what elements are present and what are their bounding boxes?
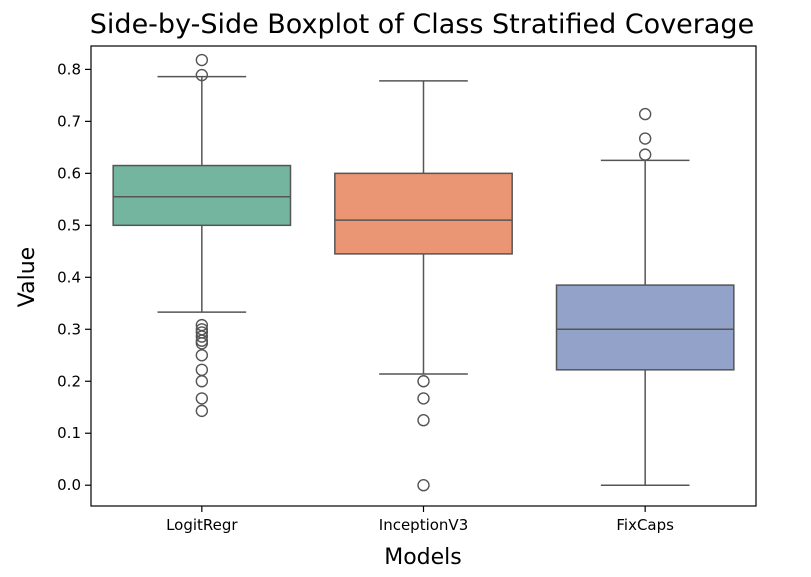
axes: 0.0 0.1 0.2 0.3 0.4 0.5 0.6 0.7 0.8 LogitRegr Ince… (57, 60, 674, 534)
box-logitregr (112, 53, 292, 418)
y-axis-label: Value (15, 247, 40, 307)
outlier-point (195, 349, 209, 362)
y-tick-label: 0.1 (57, 424, 81, 442)
x-tick-label: FixCaps (616, 516, 674, 534)
outlier-point (417, 479, 430, 492)
y-tick-label: 0.4 (57, 268, 81, 286)
outlier-point (195, 68, 209, 82)
iqr-box (112, 164, 292, 227)
outlier-point (638, 107, 652, 121)
plot-marks (112, 53, 735, 492)
iqr-box (334, 172, 513, 255)
outlier-point (195, 330, 209, 343)
y-tick-label: 0.0 (57, 476, 81, 494)
outlier-point (195, 337, 209, 350)
y-tick-label: 0.7 (57, 112, 81, 130)
outlier-point (195, 53, 209, 67)
outlier-point (195, 392, 209, 405)
x-tick-label: LogitRegr (166, 516, 238, 534)
box-fixcaps (555, 107, 735, 486)
y-tick-label: 0.6 (57, 164, 81, 182)
y-tick-label: 0.3 (57, 320, 81, 338)
outlier-point (417, 375, 430, 388)
outlier-point (638, 132, 652, 145)
outlier-point (417, 392, 430, 405)
iqr-box (555, 284, 735, 371)
x-tick-label: InceptionV3 (379, 516, 468, 534)
chart-title: Side-by-Side Boxplot of Class Stratified… (90, 9, 754, 40)
y-tick-label: 0.8 (57, 60, 81, 78)
y-tick-label: 0.2 (57, 372, 81, 390)
outlier-point (417, 414, 430, 427)
x-axis-label: Models (384, 545, 462, 570)
outlier-point (195, 375, 209, 388)
outlier-point (638, 148, 652, 161)
y-tick-label: 0.5 (57, 216, 81, 234)
box-inceptionv3 (334, 80, 513, 492)
outlier-point (195, 404, 209, 418)
